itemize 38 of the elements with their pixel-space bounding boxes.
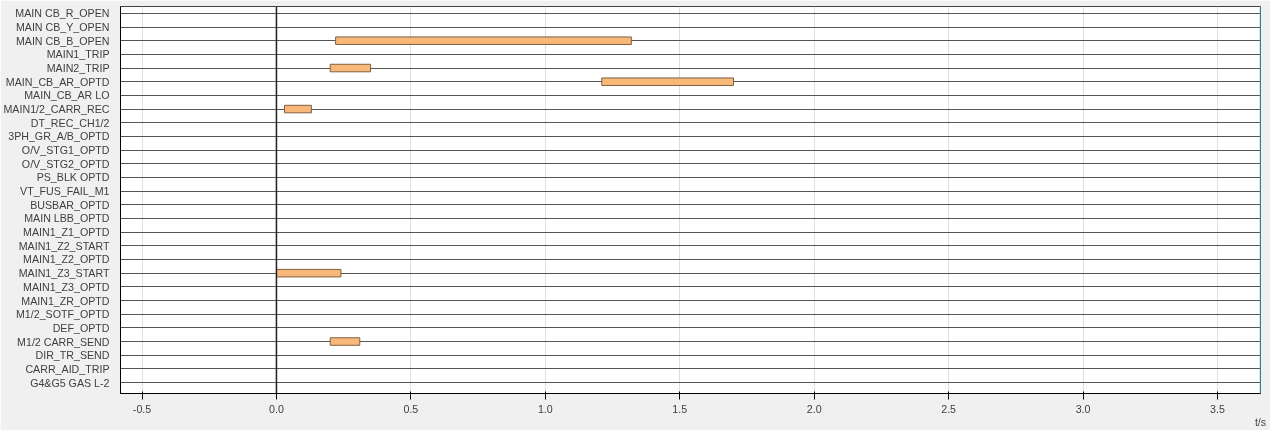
y-tick-label: DT_REC_CH1/2	[30, 116, 110, 129]
y-tick-label: DEF_OPTD	[52, 321, 110, 334]
x-tick-label: 2.0	[806, 402, 822, 415]
y-tick-label: MAIN1_Z2_START	[18, 239, 110, 252]
y-tick-label: MAIN2_TRIP	[46, 62, 110, 75]
y-tick-label: MAIN CB_B_OPEN	[15, 34, 110, 47]
y-tick-label: MAIN1/2_CARR_REC	[3, 103, 110, 116]
y-tick-label: DIR_TR_SEND	[35, 349, 110, 362]
y-tick-label: MAIN LBB_OPTD	[24, 212, 110, 225]
x-tick-label: -0.5	[132, 402, 152, 415]
y-tick-label: MAIN1_Z3_START	[18, 267, 110, 280]
x-tick-label: 3.5	[1210, 402, 1225, 415]
y-tick-label: G4&G5 GAS L-2	[30, 376, 110, 389]
y-tick-label: MAIN1_Z2_OPTD	[23, 253, 110, 266]
y-tick-label: 3PH_GR_A/B_OPTD	[8, 130, 110, 143]
y-tick-label: M1/2 CARR_SEND	[17, 335, 110, 348]
x-tick-label: 2.5	[941, 402, 957, 415]
y-tick-label: O/V_STG1_OPTD	[21, 144, 110, 157]
y-tick-label: MAIN1_ZR_OPTD	[21, 294, 110, 307]
y-tick-label: MAIN1_Z3_OPTD	[23, 280, 110, 293]
y-tick-label: MAIN CB_Y_OPEN	[15, 21, 110, 34]
y-tick-label: MAIN1_TRIP	[46, 48, 110, 61]
y-tick-label: BUSBAR_OPTD	[30, 198, 110, 211]
y-tick-label: CARR_AID_TRIP	[25, 362, 110, 375]
y-tick-label: MAIN_CB_AR_OPTD	[5, 75, 110, 88]
x-tick-label: 0.0	[269, 402, 284, 415]
x-tick-label: 1.0	[537, 402, 553, 415]
y-tick-label: PS_BLK OPTD	[36, 171, 110, 184]
y-tick-label: MAIN_CB_AR LO	[24, 89, 110, 102]
y-tick-label: O/V_STG2_OPTD	[21, 157, 110, 170]
x-tick-label: 3.0	[1075, 402, 1091, 415]
x-tick-label: 0.5	[403, 402, 419, 415]
x-axis-title: t/s	[1254, 415, 1267, 428]
x-tick-label: 1.5	[672, 402, 688, 415]
y-tick-label: M1/2_SOTF_OPTD	[15, 308, 110, 321]
y-tick-label: MAIN CB_R_OPEN	[15, 7, 110, 20]
y-tick-label: VT_FUS_FAIL_M1	[20, 185, 110, 198]
y-tick-label: MAIN1_Z1_OPTD	[23, 226, 110, 239]
